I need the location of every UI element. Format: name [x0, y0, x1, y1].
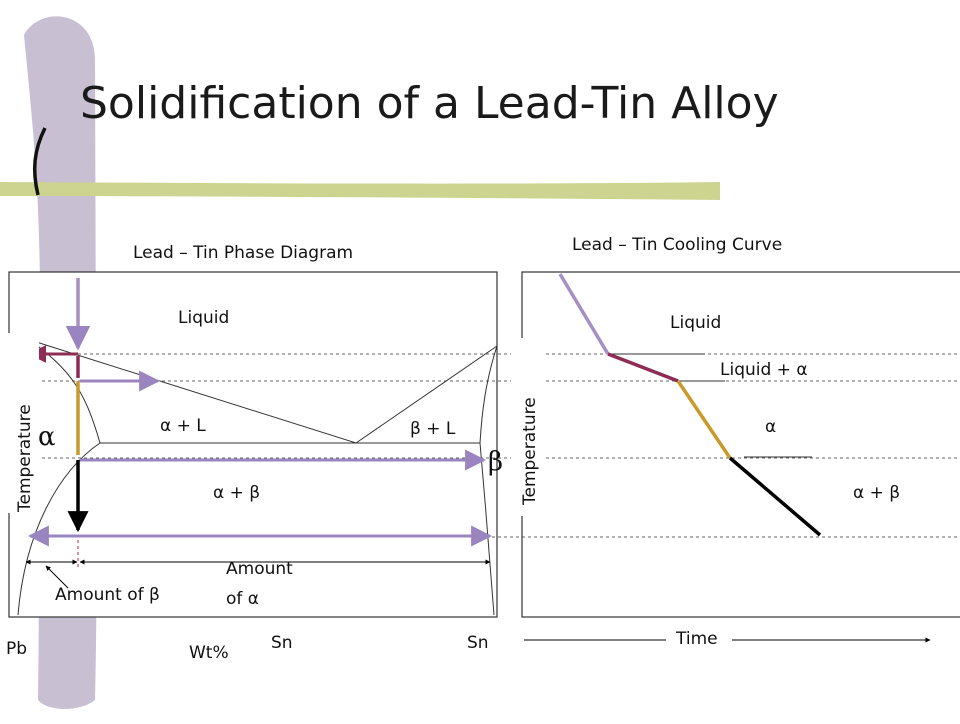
- cooling-temperature-label: Temperature: [520, 397, 540, 506]
- phase-diagram-title: Lead – Tin Phase Diagram: [133, 243, 353, 263]
- region-liquid-label: Liquid: [178, 308, 229, 328]
- phase-temperature-label: Temperature: [15, 404, 35, 513]
- stage-liquid-label: Liquid: [670, 313, 721, 333]
- x-axis-right-end-label: Sn: [467, 633, 489, 653]
- stage-liquid-alpha-label: Liquid + α: [720, 360, 808, 380]
- x-axis-mid-label: Sn: [271, 633, 293, 653]
- cooling-curve-frame: [521, 271, 960, 618]
- curve-alpha-beta-segment: [728, 456, 822, 537]
- time-label-box: [666, 624, 732, 650]
- pb-label-box: [0, 630, 36, 660]
- x-axis-label: Wt%: [189, 643, 229, 663]
- time-axis-label: Time: [675, 629, 718, 649]
- region-beta-liquid-label: β + L: [410, 419, 456, 439]
- amount-beta-label: Amount of β: [55, 585, 160, 605]
- region-alpha-beta-label: α + β: [213, 483, 260, 503]
- amount-beta-pointer: [45, 565, 69, 589]
- cooling-temperature-label-box: [511, 338, 543, 516]
- curve-liquid-segment: [558, 273, 610, 355]
- slide-title: Solidification of a Lead-Tin Alloy: [80, 78, 779, 129]
- decor-horizontal-stroke: [0, 182, 720, 200]
- beta-solidus-line: [479, 345, 498, 444]
- region-alpha-label: α: [38, 422, 56, 452]
- amount-alpha-label-line1: Amount: [226, 559, 293, 579]
- phase-diagram: Temperature Liquid α β α + L β + L α + β…: [0, 271, 958, 663]
- curve-liquid-alpha-segment: [607, 352, 679, 383]
- stage-alpha-beta-label: α + β: [853, 483, 900, 503]
- cooling-curve-title: Lead – Tin Cooling Curve: [572, 235, 782, 255]
- region-alpha-liquid-label: α + L: [160, 416, 206, 436]
- phase-temperature-label-box: [7, 333, 39, 513]
- x-axis-left-end-label: Pb: [6, 639, 27, 659]
- amount-alpha-label-line2: of α: [226, 589, 259, 609]
- alpha-solvus-line: [17, 442, 101, 616]
- stage-alpha-label: α: [765, 417, 776, 437]
- curve-alpha-segment: [676, 380, 732, 459]
- cooling-curve: Liquid Liquid + α α α + β Temperature Ti…: [511, 271, 960, 650]
- decor-bracket-mark: [32, 127, 47, 196]
- region-beta-label: β: [488, 447, 503, 477]
